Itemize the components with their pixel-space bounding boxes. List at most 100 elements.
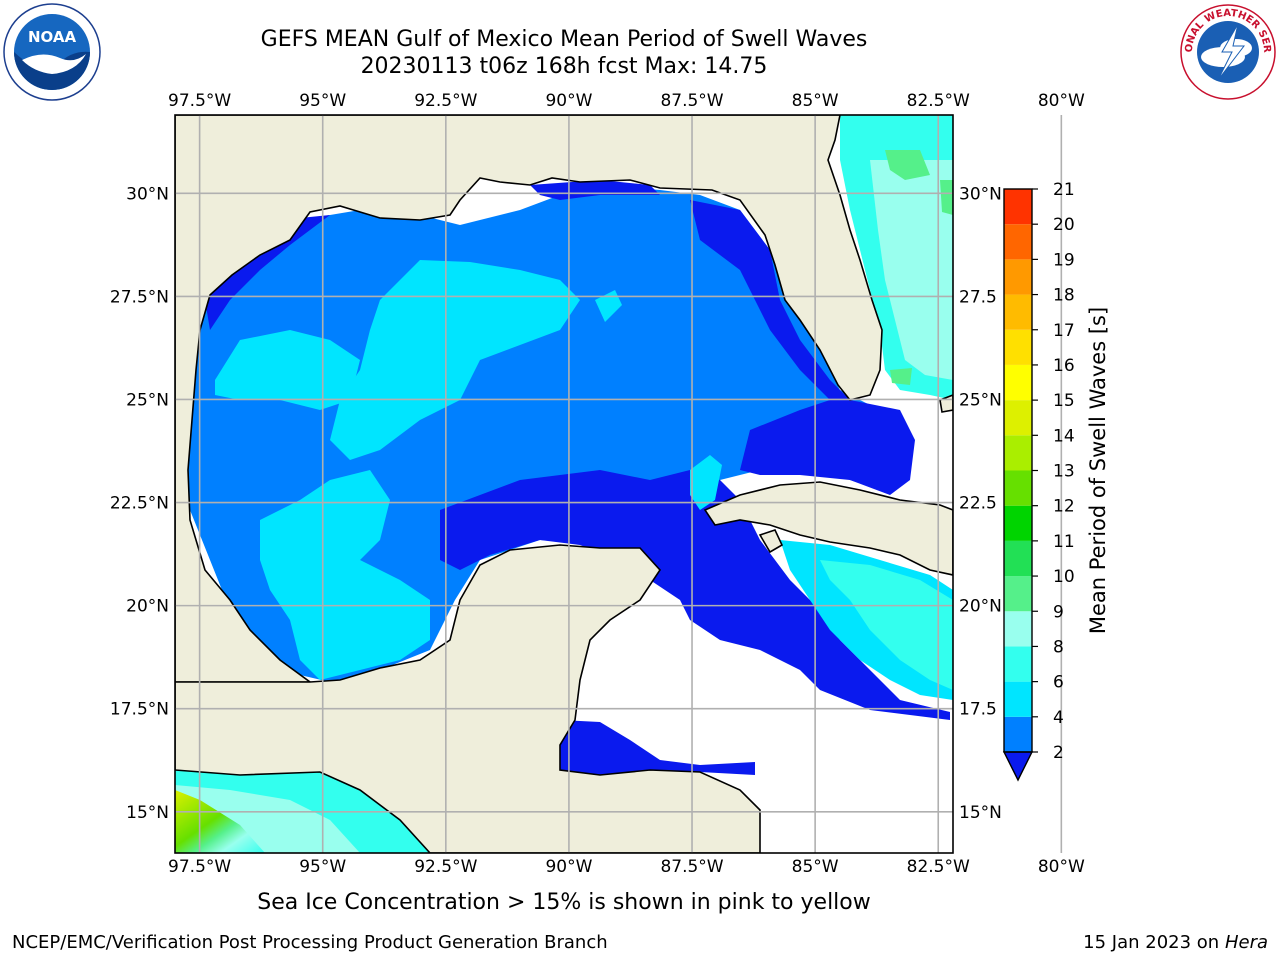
colorbar-tick-label-13: 13 (1053, 462, 1075, 482)
colorbar-tick-label-9: 9 (1053, 602, 1064, 622)
colorbar-segment-9 (1004, 576, 1032, 612)
nws-logo: NATIONAL WEATHER SERVICE (1178, 2, 1276, 100)
lat-tick-right-6: 15°N (959, 803, 1002, 823)
colorbar-segment-14 (1004, 400, 1032, 436)
lat-tick-left-4: 20°N (126, 597, 169, 617)
lat-tick-right-1: 27.5 (959, 287, 997, 307)
swell-cyan-ne-patch (595, 290, 622, 322)
map-tick-labels: 97.5°W 97.5°W 95°W 95°W 92.5°W 92.5°W 90°W 90°W… (110, 91, 1085, 877)
chart-title: GEFS MEAN Gulf of Mexico Mean Period of … (260, 27, 868, 52)
machine-name: Hera (1224, 932, 1268, 953)
lat-tick-right-4: 20°N (959, 597, 1002, 617)
colorbar-segment-18 (1004, 259, 1032, 295)
lat-tick-right-0: 30°N (959, 184, 1002, 204)
lon-tick-bottom-6: 82.5°W (907, 857, 970, 877)
swell-under-northwest (205, 215, 330, 330)
lon-tick-top-3: 90°W (545, 91, 592, 111)
colorbar-segment-10 (1004, 540, 1032, 577)
lon-tick-bottom-7: 80°W (1038, 857, 1085, 877)
lat-tick-right-2: 25°N (959, 390, 1002, 410)
colorbar-tick-label-17: 17 (1053, 321, 1075, 341)
colorbar-under-triangle (1002, 751, 1034, 782)
lon-tick-bottom-2: 92.5°W (414, 857, 477, 877)
swell-cyan-central (330, 260, 580, 460)
lat-tick-left-6: 15°N (126, 803, 169, 823)
swell-cyan-southwest (260, 470, 430, 680)
swell-caribbean-light (820, 560, 953, 690)
colorbar-segment-8 (1004, 611, 1032, 647)
colorbar-label: Mean Period of Swell Waves [s] (1086, 307, 1110, 634)
lon-tick-bottom-5: 85°W (792, 857, 839, 877)
colorbar-tick-label-2: 2 (1053, 743, 1064, 763)
map-area (175, 115, 953, 853)
colorbar-tick-label-19: 19 (1053, 250, 1075, 270)
colorbar-tick-label-10: 10 (1053, 567, 1075, 587)
colorbar-tick-label-14: 14 (1053, 426, 1075, 446)
lon-tick-bottom-0: 97.5°W (168, 857, 231, 877)
lat-tick-left-2: 25°N (126, 390, 169, 410)
colorbar-segment-19 (1004, 224, 1032, 260)
colorbar-tick-label-16: 16 (1053, 356, 1075, 376)
lon-tick-bottom-3: 90°W (545, 857, 592, 877)
swell-cyan-west (215, 330, 360, 410)
colorbar: 2 4 6 8 9 10 11 12 13 14 15 16 17 18 19 20 21 Mean Period… (1002, 180, 1110, 782)
lon-tick-top-1: 95°W (299, 91, 346, 111)
colorbar-tick-label-15: 15 (1053, 391, 1075, 411)
sea-ice-caption: Sea Ice Concentration > 15% is shown in … (257, 890, 871, 915)
colorbar-tick-label-21: 21 (1053, 180, 1075, 200)
gulf-swell-field (185, 185, 905, 682)
colorbar-segment-4 (1004, 681, 1032, 717)
map-gridlines (175, 115, 1063, 853)
lon-tick-top-7: 80°W (1038, 91, 1085, 111)
lat-tick-left-1: 27.5°N (110, 287, 169, 307)
lat-tick-right-3: 22.5 (959, 494, 997, 514)
lon-tick-top-6: 82.5°W (907, 91, 970, 111)
swell-under-east (690, 200, 915, 495)
isle-of-youth (758, 529, 784, 554)
lon-tick-top-0: 97.5°W (168, 91, 231, 111)
colorbar-segment-13 (1004, 435, 1032, 471)
credit-footer: NCEP/EMC/Verification Post Processing Pr… (12, 932, 608, 953)
swell-pacific-high (175, 790, 265, 853)
lat-tick-left-5: 17.5°N (110, 700, 169, 720)
swell-under-honduras (555, 720, 755, 775)
colorbar-segment-6 (1004, 646, 1032, 682)
lon-tick-top-4: 87.5°W (660, 91, 723, 111)
noaa-logo-text: NOAA (28, 28, 77, 46)
swell-under-south (440, 470, 950, 720)
lon-tick-bottom-4: 87.5°W (660, 857, 723, 877)
colorbar-segment-2 (1004, 716, 1032, 752)
us-gulf-coast (175, 115, 883, 683)
swell-cyan-yucatan-channel (690, 455, 722, 510)
lat-tick-left-3: 22.5°N (110, 494, 169, 514)
lon-tick-top-2: 92.5°W (414, 91, 477, 111)
colorbar-tick-label-18: 18 (1053, 286, 1075, 306)
noaa-logo: NOAA (3, 3, 101, 101)
colorbar-segment-12 (1004, 470, 1032, 506)
colorbar-segment-11 (1004, 505, 1032, 541)
lon-tick-bottom-1: 95°W (299, 857, 346, 877)
colorbar-segment-20 (1004, 189, 1032, 225)
colorbar-tick-label-11: 11 (1053, 532, 1075, 552)
lat-tick-right-5: 17.5 (959, 700, 997, 720)
colorbar-segment-16 (1004, 329, 1032, 365)
colorbar-segment-17 (1004, 294, 1032, 330)
map-frame (174, 114, 954, 854)
cuba (703, 481, 953, 576)
colorbar-tick-label-6: 6 (1053, 673, 1064, 693)
land-masses (175, 115, 953, 853)
mexico (175, 544, 761, 853)
swell-atlantic-light (870, 160, 953, 380)
date-footer: 15 Jan 2023 on Hera (1083, 932, 1268, 953)
lon-tick-top-5: 85°W (792, 91, 839, 111)
colorbar-tick-label-4: 4 (1053, 708, 1064, 728)
chart-subtitle: 20230113 t06z 168h fcst Max: 14.75 (360, 54, 768, 79)
colorbar-tick-label-20: 20 (1053, 215, 1075, 235)
colorbar-segment-15 (1004, 364, 1032, 401)
colorbar-tick-label-8: 8 (1053, 637, 1064, 657)
swell-under-north (530, 180, 660, 200)
lat-tick-left-0: 30°N (126, 184, 169, 204)
date-footer-text: 15 Jan 2023 on (1083, 932, 1225, 953)
colorbar-tick-label-12: 12 (1053, 497, 1075, 517)
